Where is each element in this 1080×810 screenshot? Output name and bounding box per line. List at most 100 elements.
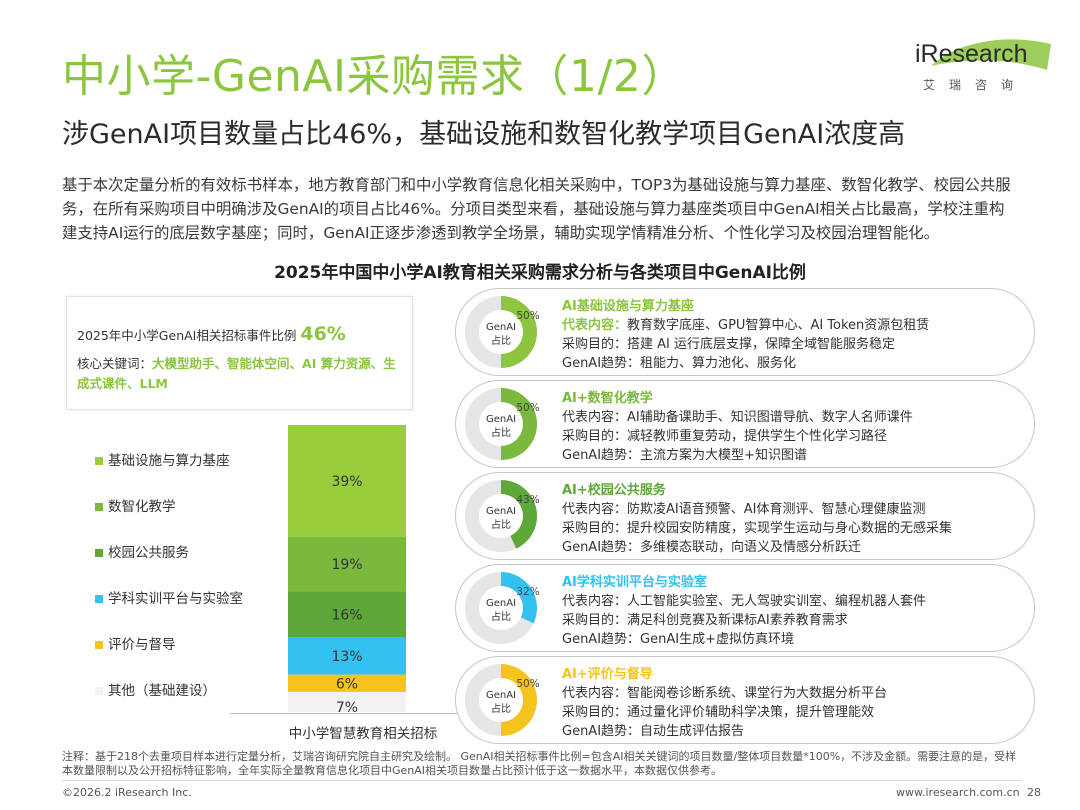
bar-data-label: 19% xyxy=(331,557,362,573)
summary-ratio-label: 2025年中小学GenAI相关招标事件比例 xyxy=(77,328,297,343)
card-line-label: GenAI趋势： xyxy=(562,632,641,647)
ring-center xyxy=(480,311,522,353)
ring-slice xyxy=(501,480,537,549)
ring-center xyxy=(480,495,522,537)
category-card: GenAI 占比 50% AI基础设施与算力基座 代表内容：教育数字底座、GPU智算… xyxy=(455,288,1035,376)
legend-swatch xyxy=(95,641,103,649)
card-line-text: AI辅助备课助手、知识图谱导航、数字人名师课件 xyxy=(627,410,913,425)
legend-item: 数智化教学 xyxy=(95,495,176,515)
bar-data-label: 13% xyxy=(331,649,362,665)
summary-keywords-label: 核心关键词： xyxy=(77,356,153,371)
card-line-text: 满足科创竞赛及新课标AI素养教育需求 xyxy=(627,613,848,628)
bar-segment xyxy=(288,674,406,692)
legend-swatch xyxy=(95,503,103,511)
card-line-label: 采购目的： xyxy=(562,613,628,628)
ring-center-label: GenAI xyxy=(486,690,516,701)
card-line-trend: GenAI趋势：主流方案为大模型+知识图谱 xyxy=(562,444,807,463)
legend-item: 其他（基础建设） xyxy=(95,679,216,699)
card-line-trend: GenAI趋势：自动生成评估报告 xyxy=(562,720,744,739)
card-line-content: 代表内容：AI辅助备课助手、知识图谱导航、数字人名师课件 xyxy=(562,406,913,425)
ring-center-label: 占比 xyxy=(491,702,511,715)
card-line-text: 多维模态联动，向语义及情感分析跃迁 xyxy=(640,540,862,555)
card-line-label: 采购目的： xyxy=(562,337,628,352)
legend-swatch xyxy=(95,687,103,695)
summary-box: 2025年中小学GenAI相关招标事件比例 46% 核心关键词：大模型助手、智能体… xyxy=(66,296,413,410)
card-line-label: 采购目的： xyxy=(562,521,628,536)
card-line-label: 代表内容： xyxy=(562,686,628,701)
legend-swatch xyxy=(95,549,103,557)
card-line-text: 租能力、算力池化、服务化 xyxy=(640,356,797,371)
legend-item: 校园公共服务 xyxy=(95,541,189,561)
ring-percent-label: 50% xyxy=(516,678,539,690)
ring-slice xyxy=(501,664,537,736)
bar-segment xyxy=(288,591,406,638)
card-line-content: 代表内容：教育数字底座、GPU智算中心、AI Token资源包租赁 xyxy=(562,314,929,333)
intro-paragraph: 基于本次定量分析的有效标书样本，地方教育部门和中小学教育信息化相关采购中，TOP… xyxy=(62,176,1011,242)
ring-center-label: 占比 xyxy=(491,518,511,531)
card-line-content: 代表内容：智能阅卷诊断系统、课堂行为大数据分析平台 xyxy=(562,682,887,701)
card-line-purpose: 采购目的：减轻教师重复劳动，提供学生个性化学习路径 xyxy=(562,425,887,444)
footer-divider xyxy=(62,780,1022,781)
ring-center-label: 占比 xyxy=(491,610,511,623)
card-line-label: 采购目的： xyxy=(562,429,628,444)
legend-swatch xyxy=(95,595,103,603)
page-subtitle: 涉GenAI项目数量占比46%，基础设施和数智化教学项目GenAI浓度高 xyxy=(62,119,906,150)
card-line-text: 主流方案为大模型+知识图谱 xyxy=(640,448,807,463)
ring-percent-label: 50% xyxy=(516,402,539,414)
card-line-text: GenAI生成+虚拟仿真环境 xyxy=(640,632,794,647)
card-line-text: 教育数字底座、GPU智算中心、AI Token资源包租赁 xyxy=(627,318,930,333)
card-line-purpose: 采购目的：通过量化评价辅助科学决策，提升管理能效 xyxy=(562,701,874,720)
card-line-label: 采购目的： xyxy=(562,705,628,720)
page-title: 中小学-GenAI采购需求（1/2） xyxy=(62,51,686,102)
legend-label: 学科实训平台与实验室 xyxy=(108,591,243,607)
ring-center-label: GenAI xyxy=(486,414,516,425)
category-card: GenAI 占比 50% AI+数智化教学 代表内容：AI辅助备课助手、知识图谱导航… xyxy=(455,380,1035,468)
card-title: AI基础设施与算力基座 xyxy=(562,299,694,314)
logo-swoosh-icon xyxy=(931,39,1051,70)
ring-center xyxy=(480,403,522,445)
ring-center-label: GenAI xyxy=(486,506,516,517)
card-line-trend: GenAI趋势：多维模态联动，向语义及情感分析跃迁 xyxy=(562,536,861,555)
category-card: GenAI 占比 43% AI+校园公共服务 代表内容：防欺凌AI语音预警、AI体育… xyxy=(455,472,1035,560)
card-line-text: 人工智能实验室、无人驾驶实训室、编程机器人套件 xyxy=(627,594,927,609)
card-line-text: 防欺凌AI语音预警、AI体育测评、智慧心理健康监测 xyxy=(627,502,926,517)
summary-keywords: 大模型助手、智能体空间、AI 算力资源、生成式课件、LLM xyxy=(77,356,396,391)
ring-center xyxy=(480,679,522,721)
category-card: GenAI 占比 50% AI+评价与督导 代表内容：智能阅卷诊断系统、课堂行为大数… xyxy=(455,656,1035,744)
card-line-purpose: 采购目的：满足科创竞赛及新课标AI素养教育需求 xyxy=(562,609,848,628)
ring-percent-label: 32% xyxy=(516,586,539,598)
legend-item: 基础设施与算力基座 xyxy=(95,449,230,469)
bar-segment xyxy=(288,691,406,712)
card-line-text: 减轻教师重复劳动，提供学生个性化学习路径 xyxy=(627,429,888,444)
website: www.iresearch.com.cn xyxy=(896,786,1020,799)
summary-ratio-value: 46% xyxy=(300,323,346,345)
iresearch-logo: iResearch 艾瑞咨询 xyxy=(915,36,1051,96)
card-line-label: GenAI趋势： xyxy=(562,724,641,739)
copyright: ©2026.2 iResearch Inc. xyxy=(62,786,192,799)
bar-segment xyxy=(288,637,406,675)
card-line-label: GenAI趋势： xyxy=(562,540,641,555)
card-line-content: 代表内容：人工智能实验室、无人驾驶实训室、编程机器人套件 xyxy=(562,590,926,609)
card-line-text: 搭建 AI 运行底层支撑，保障全域智能服务稳定 xyxy=(627,337,896,352)
bar-data-label: 39% xyxy=(331,474,362,490)
bar-segment xyxy=(288,536,406,592)
card-line-purpose: 采购目的：提升校园安防精度，实现学生运动与身心数据的无感采集 xyxy=(562,517,952,536)
card-title: AI学科实训平台与实验室 xyxy=(562,575,707,590)
card-title: AI+数智化教学 xyxy=(562,391,653,406)
legend-swatch xyxy=(95,457,103,465)
card-line-label: 代表内容： xyxy=(562,502,628,517)
logo-word: iResearch xyxy=(915,40,1028,68)
x-category-label: 中小学智慧教育相关招标 xyxy=(288,726,438,742)
card-line-label: 代表内容： xyxy=(562,594,628,609)
ring-slice xyxy=(501,296,537,368)
legend-label: 校园公共服务 xyxy=(108,545,189,561)
card-line-label: 代表内容： xyxy=(562,318,628,333)
ring-percent-label: 43% xyxy=(516,494,539,506)
legend-label: 其他（基础建设） xyxy=(108,683,216,699)
chart-title: 2025年中国中小学AI教育相关采购需求分析与各类项目中GenAI比例 xyxy=(274,263,806,283)
card-line-text: 自动生成评估报告 xyxy=(640,724,745,739)
